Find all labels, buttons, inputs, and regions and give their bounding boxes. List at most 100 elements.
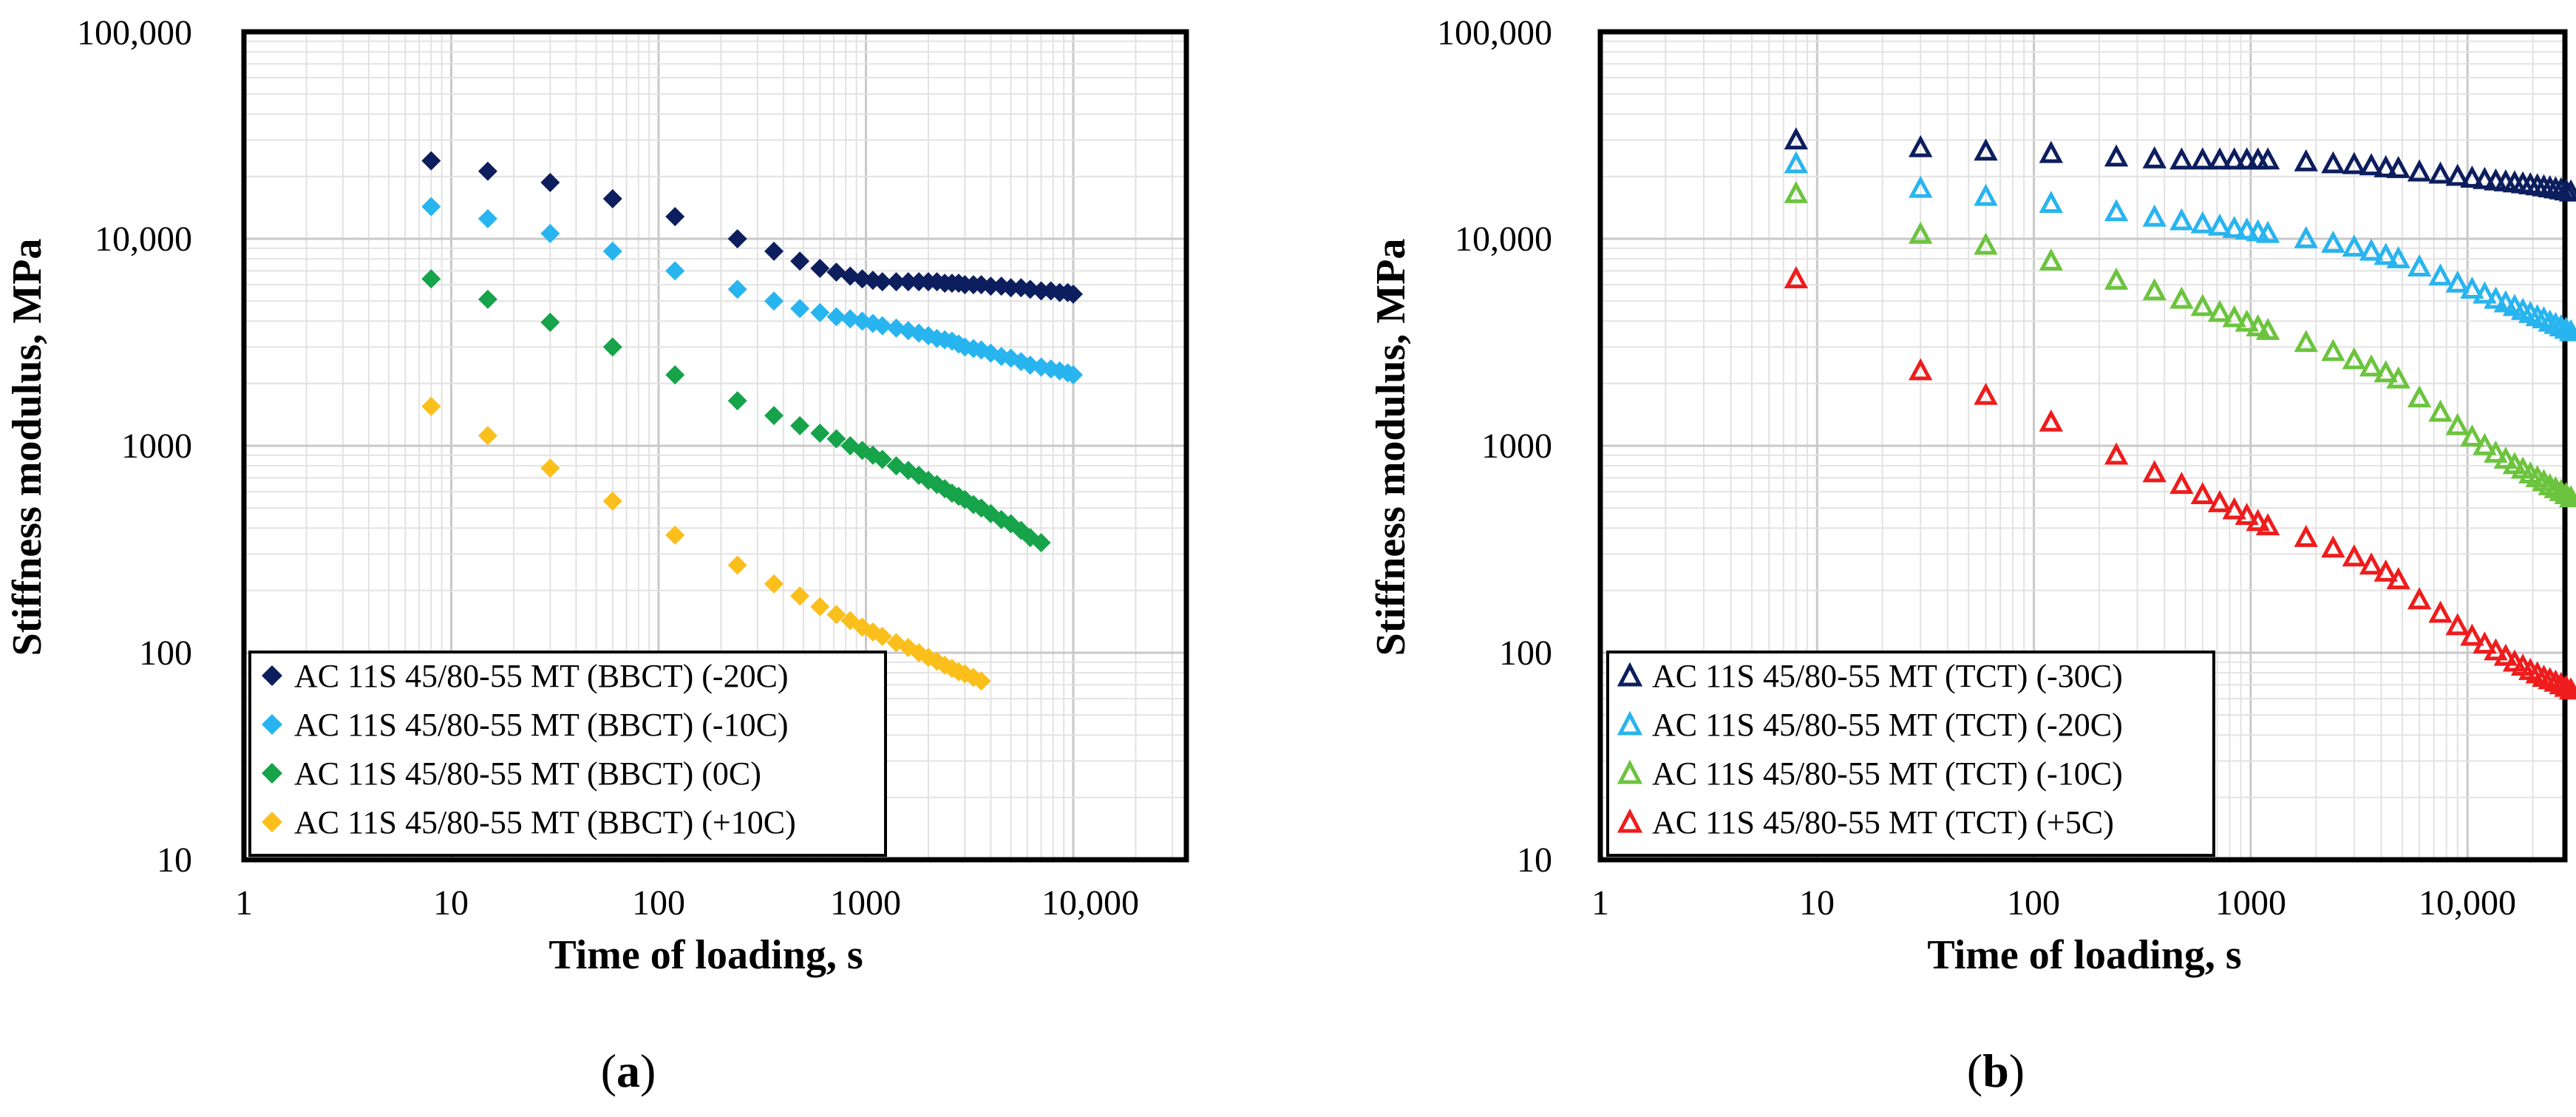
data-point-b-s1-0 bbox=[1784, 151, 1809, 174]
xtick-label-b-1000: 1000 bbox=[2215, 883, 2286, 923]
data-point-b-s2-25 bbox=[2493, 447, 2518, 469]
data-point-b-s1-10 bbox=[2235, 217, 2259, 240]
xtick-label-a-1000: 1000 bbox=[830, 883, 901, 923]
data-point-a-s0-13 bbox=[872, 272, 892, 292]
data-point-b-s2-0 bbox=[1784, 180, 1809, 203]
data-point-b-s3-21 bbox=[2445, 613, 2470, 636]
xtick-label-a-10000: 10,000 bbox=[1041, 883, 1139, 923]
data-point-a-s3-4 bbox=[665, 525, 685, 545]
panel-b: 100,000 10,000 1000 100 10 1 10 100 1000… bbox=[1368, 13, 2576, 1097]
data-point-b-s3-8 bbox=[2207, 489, 2232, 512]
data-point-b-s3-33 bbox=[2549, 672, 2573, 695]
data-point-b-s3-24 bbox=[2484, 638, 2508, 661]
data-point-b-s3-23 bbox=[2473, 631, 2497, 654]
data-point-b-s0-13 bbox=[2294, 149, 2318, 172]
plot-area-b bbox=[1597, 29, 2568, 863]
data-point-b-s3-7 bbox=[2190, 481, 2215, 504]
ytick-label-b-100000: 100,000 bbox=[1437, 13, 1552, 52]
data-point-b-s2-7 bbox=[2190, 293, 2215, 316]
data-point-a-s2-6 bbox=[764, 406, 784, 426]
legend-marker-b-3 bbox=[1617, 808, 1643, 833]
data-point-a-s3-5 bbox=[727, 555, 747, 575]
data-point-a-s0-6 bbox=[764, 241, 784, 261]
xtick-label-a-100: 100 bbox=[632, 883, 685, 923]
ytick-label-a-1000: 1000 bbox=[121, 427, 192, 466]
legend-label-a-3: AC 11S 45/80-55 MT (BBCT) (+10C) bbox=[294, 804, 796, 841]
data-point-a-s1-13 bbox=[872, 316, 892, 336]
data-point-b-s2-11 bbox=[2246, 314, 2270, 336]
data-point-b-s1-12 bbox=[2255, 220, 2280, 243]
data-point-a-s3-0 bbox=[421, 396, 441, 416]
legend-marker-b-1 bbox=[1617, 710, 1643, 736]
data-point-b-s0-4 bbox=[2104, 144, 2129, 167]
legend-label-b-2: AC 11S 45/80-55 MT (TCT) (-10C) bbox=[1652, 756, 2123, 792]
data-point-a-s0-14 bbox=[886, 272, 906, 292]
data-point-b-s0-2 bbox=[1974, 138, 1998, 161]
data-point-b-s1-2 bbox=[1974, 183, 1998, 206]
legend-label-b-1: AC 11S 45/80-55 MT (TCT) (-20C) bbox=[1652, 707, 2123, 743]
data-point-a-s0-0 bbox=[421, 151, 441, 171]
data-point-b-s3-1 bbox=[1909, 358, 1933, 381]
data-point-a-s2-4 bbox=[665, 365, 685, 385]
data-point-b-s3-32 bbox=[2543, 669, 2568, 692]
xtick-label-b-100: 100 bbox=[2007, 883, 2060, 923]
data-point-b-s1-24 bbox=[2484, 286, 2508, 309]
data-point-a-s3-2 bbox=[540, 458, 560, 478]
data-point-a-s3-7 bbox=[790, 586, 810, 606]
data-point-a-s3-8 bbox=[810, 597, 830, 617]
data-point-b-s0-22 bbox=[2460, 165, 2484, 188]
data-point-a-s1-5 bbox=[727, 279, 747, 299]
data-point-a-s3-3 bbox=[602, 491, 622, 511]
points-b bbox=[1784, 127, 2576, 700]
data-point-a-s3-13 bbox=[872, 626, 892, 646]
legend-a: AC 11S 45/80-55 MT (BBCT) (-20C) AC 11S … bbox=[248, 651, 887, 857]
data-point-b-s0-23 bbox=[2473, 166, 2497, 189]
data-point-b-s1-17 bbox=[2373, 242, 2398, 265]
data-point-b-s1-7 bbox=[2190, 211, 2215, 234]
data-point-b-s0-6 bbox=[2169, 147, 2194, 170]
data-point-b-s3-13 bbox=[2294, 524, 2318, 547]
legend-marker-b-0 bbox=[1617, 662, 1643, 687]
data-point-b-s1-21 bbox=[2445, 270, 2470, 293]
data-point-a-s1-10 bbox=[840, 309, 860, 329]
data-point-a-s1-2 bbox=[540, 223, 560, 243]
data-point-b-s1-18 bbox=[2386, 245, 2410, 268]
data-point-b-s0-21 bbox=[2445, 163, 2470, 186]
data-point-b-s1-25 bbox=[2493, 290, 2518, 313]
data-point-b-s1-8 bbox=[2207, 213, 2232, 236]
data-point-b-s3-22 bbox=[2460, 623, 2484, 646]
data-point-b-s3-19 bbox=[2407, 587, 2432, 610]
data-point-a-s0-7 bbox=[790, 251, 810, 271]
data-point-b-s1-13 bbox=[2294, 225, 2318, 248]
data-point-a-s0-4 bbox=[665, 206, 685, 226]
xtick-label-a-10: 10 bbox=[433, 883, 469, 923]
data-point-b-s0-20 bbox=[2428, 161, 2453, 184]
data-point-a-s1-3 bbox=[602, 241, 622, 261]
data-point-b-s3-11 bbox=[2246, 509, 2270, 532]
legend-box-b bbox=[1606, 651, 2215, 857]
data-point-b-s2-24 bbox=[2484, 440, 2508, 463]
data-point-b-s2-9 bbox=[2222, 305, 2246, 327]
xtick-label-b-10000: 10,000 bbox=[2419, 883, 2516, 923]
legend-marker-a-2 bbox=[262, 763, 282, 784]
points-a bbox=[421, 151, 1083, 691]
data-point-a-s1-4 bbox=[665, 261, 685, 281]
data-point-a-s1-1 bbox=[478, 208, 497, 228]
legend-b: AC 11S 45/80-55 MT (TCT) (-30C) AC 11S 4… bbox=[1606, 651, 2215, 857]
data-point-b-s3-12 bbox=[2255, 513, 2280, 536]
data-point-b-s3-6 bbox=[2169, 472, 2194, 495]
data-point-a-s1-6 bbox=[764, 291, 784, 311]
data-point-b-s2-2 bbox=[1974, 232, 1998, 255]
data-point-a-s2-1 bbox=[478, 289, 497, 309]
data-point-a-s3-6 bbox=[764, 574, 784, 594]
legend-label-b-3: AC 11S 45/80-55 MT (TCT) (+5C) bbox=[1652, 804, 2114, 841]
panel-a: 100,000 10,000 1000 100 10 1 10 100 1000… bbox=[4, 13, 1189, 1097]
data-point-a-s0-25 bbox=[981, 276, 1001, 296]
ytick-label-b-10000: 10,000 bbox=[1455, 220, 1552, 259]
data-point-b-s3-35 bbox=[2558, 677, 2576, 700]
data-point-b-s0-18 bbox=[2386, 155, 2410, 178]
data-point-b-s0-10 bbox=[2235, 147, 2259, 170]
ytick-label-a-10000: 10,000 bbox=[95, 220, 192, 259]
data-point-b-s3-18 bbox=[2386, 567, 2410, 590]
data-point-b-s0-12 bbox=[2255, 147, 2280, 170]
